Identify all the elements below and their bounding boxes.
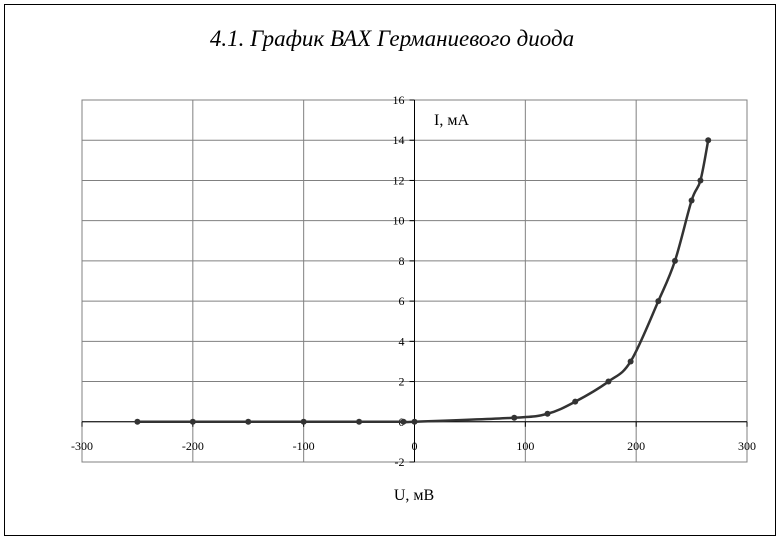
y-axis-label: I, мА	[434, 112, 469, 129]
data-point	[627, 358, 634, 365]
y-tick-label: 2	[399, 375, 405, 389]
data-point	[605, 378, 612, 385]
x-tick-label: -200	[182, 439, 204, 453]
y-tick-label: 4	[399, 334, 405, 348]
data-point	[705, 137, 712, 144]
y-tick-label: -2	[395, 455, 405, 469]
data-point	[511, 414, 518, 421]
data-point	[400, 418, 407, 425]
data-point	[134, 418, 141, 425]
x-axis-label: U, мВ	[394, 487, 434, 504]
y-tick-label: 10	[393, 214, 405, 228]
data-point	[697, 177, 704, 184]
data-point	[411, 418, 418, 425]
chart-title: 4.1. График ВАХ Германиевого диода	[209, 26, 575, 51]
data-point	[655, 298, 662, 305]
data-point	[572, 398, 579, 405]
data-point	[189, 418, 196, 425]
y-tick-label: 8	[399, 254, 405, 268]
x-tick-label: -100	[293, 439, 315, 453]
x-tick-label: -300	[71, 439, 93, 453]
data-point	[356, 418, 363, 425]
x-tick-label: 0	[412, 439, 418, 453]
x-tick-label: 200	[627, 439, 645, 453]
y-tick-label: 12	[393, 173, 405, 187]
y-tick-label: 16	[393, 93, 405, 107]
data-series	[134, 137, 712, 425]
data-point	[544, 410, 551, 417]
x-tick-label: 300	[738, 439, 756, 453]
data-point	[300, 418, 307, 425]
y-tick-label: 6	[399, 294, 405, 308]
data-point	[671, 257, 678, 264]
x-tick-label: 100	[516, 439, 534, 453]
data-point	[688, 197, 695, 204]
data-point	[245, 418, 252, 425]
y-tick-label: 14	[393, 133, 405, 147]
